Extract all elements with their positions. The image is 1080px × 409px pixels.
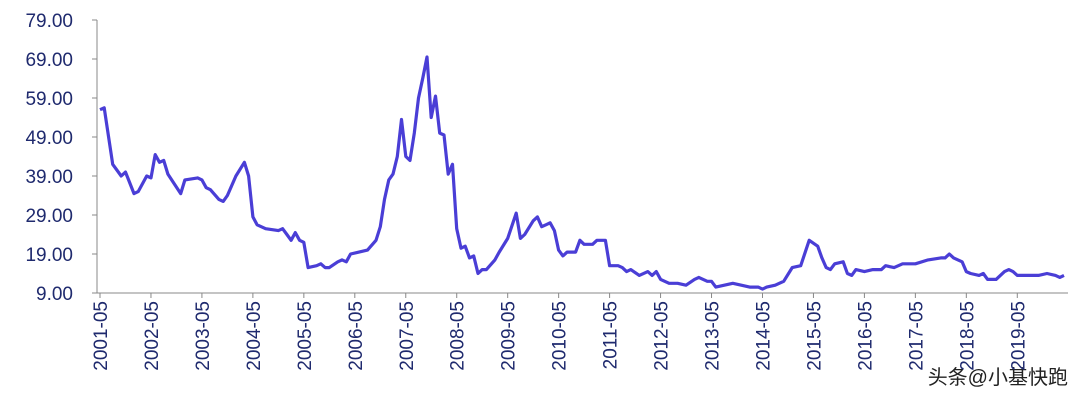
x-tick-label: 2019-05 xyxy=(1008,301,1029,371)
y-tick-label: 49.00 xyxy=(25,128,73,149)
x-tick-label: 2008-05 xyxy=(448,301,469,371)
x-tick-label: 2010-05 xyxy=(550,301,571,371)
y-tick-label: 69.00 xyxy=(25,50,73,71)
y-tick-label: 39.00 xyxy=(25,167,73,188)
x-tick-label: 2004-05 xyxy=(244,301,265,371)
y-tick-label: 79.00 xyxy=(25,11,73,32)
x-tick-label: 2001-05 xyxy=(91,301,112,371)
x-tick-label: 2014-05 xyxy=(753,301,774,371)
x-tick-label: 2017-05 xyxy=(906,301,927,371)
x-tick-label: 2006-05 xyxy=(346,301,367,371)
x-tick-label: 2012-05 xyxy=(652,301,673,371)
y-tick-label: 29.00 xyxy=(25,206,73,227)
x-tick-label: 2009-05 xyxy=(499,301,520,371)
y-tick-label: 9.00 xyxy=(36,284,73,305)
watermark: 头条@小基快跑 xyxy=(928,366,1068,389)
x-tick-label: 2015-05 xyxy=(804,301,825,371)
x-tick-label: 2011-05 xyxy=(601,301,622,369)
x-tick-label: 2016-05 xyxy=(855,301,876,371)
x-tick-label: 2013-05 xyxy=(703,301,724,371)
x-tick-label: 2007-05 xyxy=(397,301,418,371)
y-tick-label: 19.00 xyxy=(25,245,73,266)
x-tick-label: 2002-05 xyxy=(142,301,163,371)
x-tick-label: 2003-05 xyxy=(193,301,214,371)
y-tick-label: 59.00 xyxy=(25,89,73,110)
x-tick-label: 2018-05 xyxy=(957,301,978,371)
data-line xyxy=(99,55,1065,291)
x-tick-label: 2005-05 xyxy=(295,301,316,371)
